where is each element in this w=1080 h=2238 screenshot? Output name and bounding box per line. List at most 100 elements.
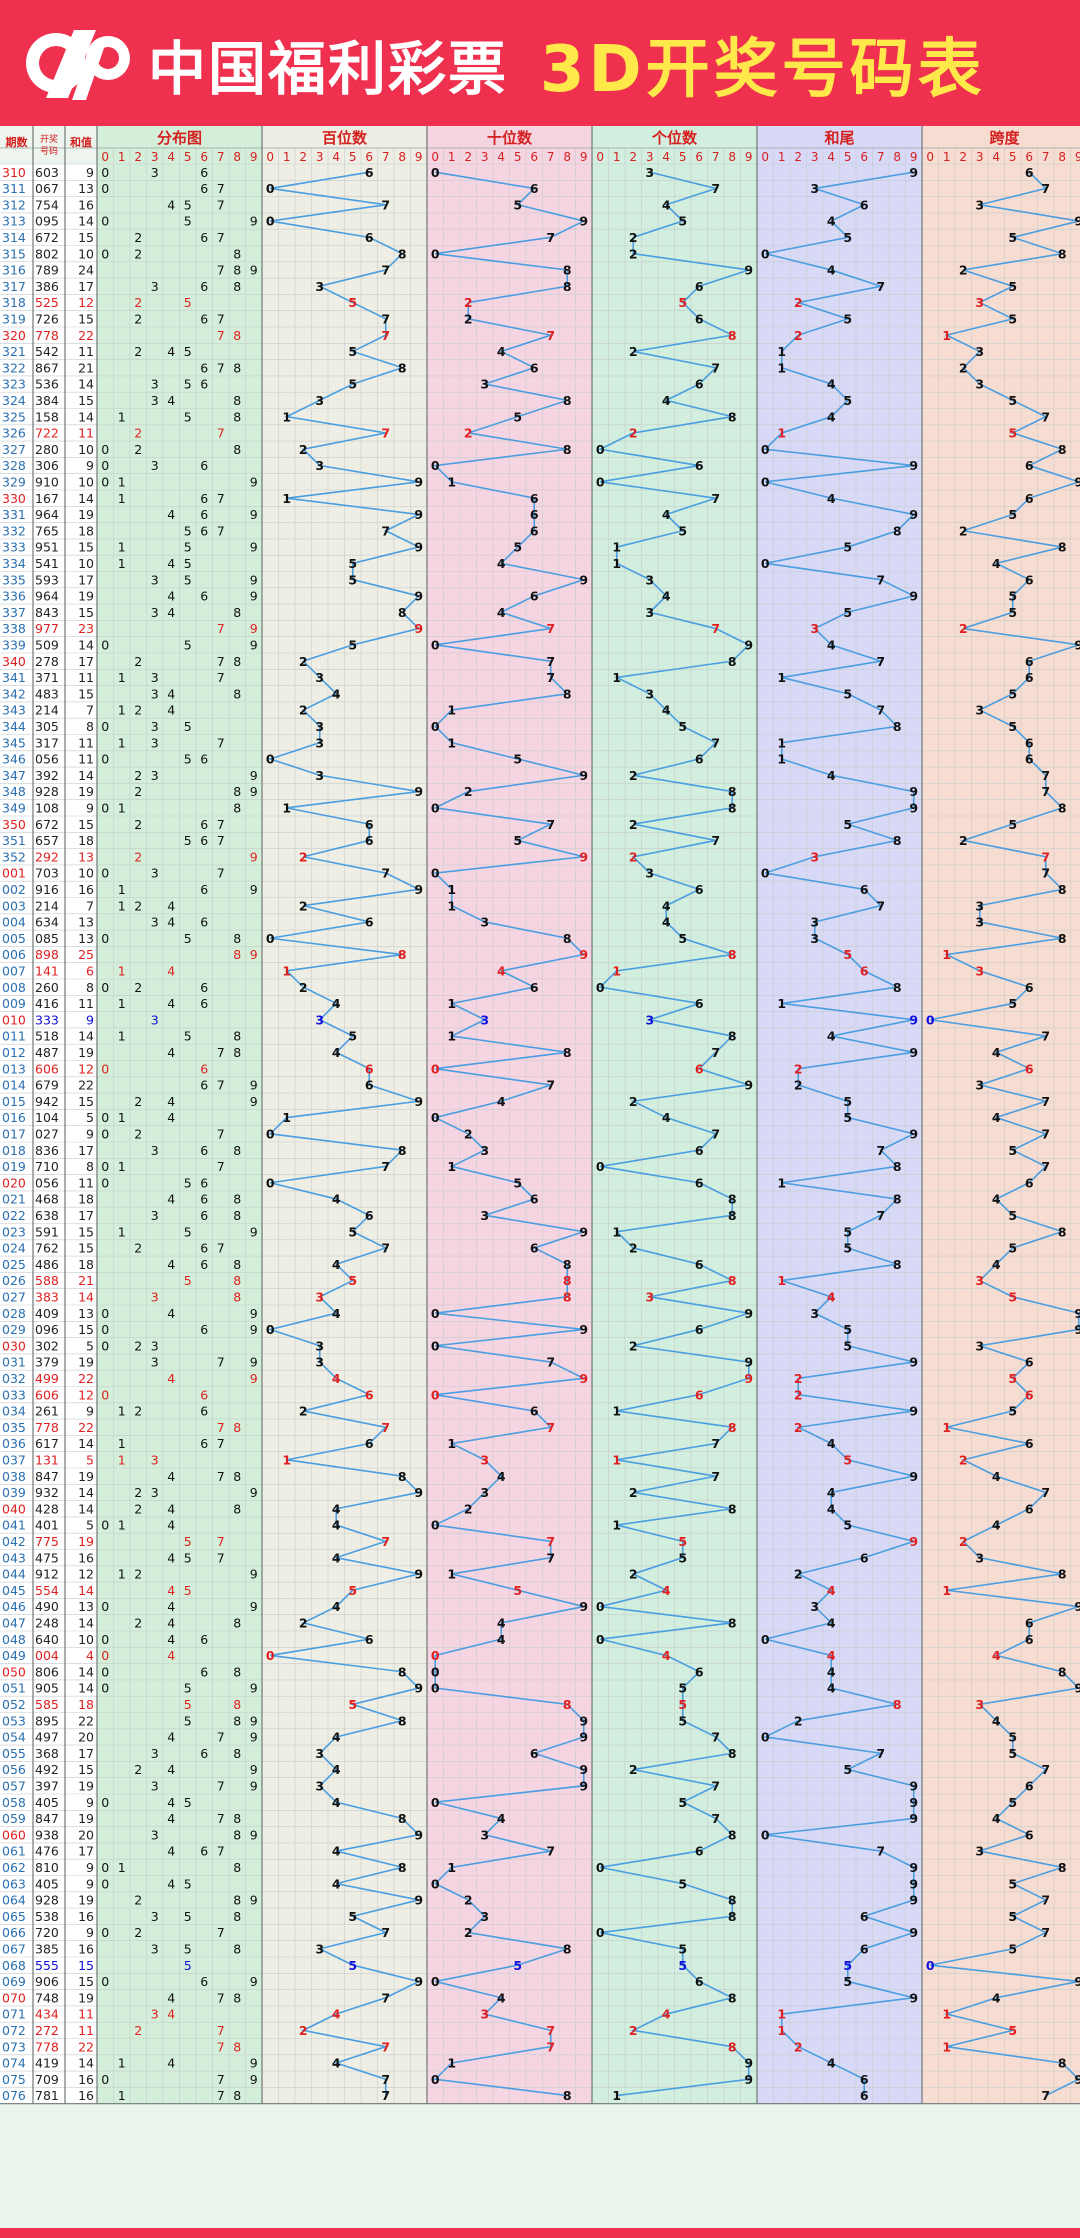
group-2-mark: 4	[497, 1632, 506, 1647]
digit-header: 3	[316, 150, 324, 164]
sum-cell: 15	[78, 1958, 94, 1973]
group-5-mark: 4	[992, 1257, 1001, 1272]
distribution-mark: 3	[151, 1338, 159, 1353]
period-cell: 025	[2, 1257, 26, 1272]
group-3-mark: 6	[695, 458, 704, 473]
sum-cell: 14	[78, 377, 94, 392]
group-1-mark: 3	[315, 1338, 324, 1353]
period-cell: 016	[2, 1110, 26, 1125]
group-5-mark: 2	[959, 360, 968, 375]
digit-header: 5	[1009, 150, 1017, 164]
group-2-mark: 7	[546, 670, 555, 685]
sum-cell: 15	[78, 312, 94, 327]
group-5-mark: 7	[1041, 768, 1050, 783]
group-2-mark: 7	[546, 328, 555, 343]
group-1-mark: 0	[266, 1175, 275, 1190]
sum-cell: 10	[78, 475, 94, 490]
number-cell: 910	[35, 475, 59, 490]
group-5-mark: 5	[1008, 817, 1017, 832]
distribution-mark: 0	[101, 1860, 109, 1875]
group-4-mark: 4	[827, 409, 836, 424]
group-2-mark: 0	[431, 719, 440, 734]
sum-cell: 23	[78, 621, 94, 636]
group-5-mark: 5	[1008, 719, 1017, 734]
distribution-mark: 4	[167, 1811, 175, 1826]
distribution-mark: 2	[134, 344, 142, 359]
distribution-mark: 9	[250, 768, 258, 783]
sum-cell: 9	[86, 1404, 94, 1419]
group-2-mark: 7	[546, 1844, 555, 1859]
period-cell: 040	[2, 1501, 26, 1516]
distribution-mark: 6	[200, 882, 208, 897]
number-cell: 416	[35, 996, 59, 1011]
period-cell: 321	[2, 344, 26, 359]
period-cell: 331	[2, 507, 26, 522]
distribution-mark: 8	[233, 1909, 241, 1924]
distribution-mark: 8	[233, 1420, 241, 1435]
period-cell: 055	[2, 1746, 26, 1761]
group-1-mark: 8	[398, 360, 407, 375]
group-2-mark: 4	[497, 605, 506, 620]
sum-cell: 14	[78, 1501, 94, 1516]
group-3-mark: 6	[695, 1143, 704, 1158]
group-1-mark: 2	[299, 703, 308, 718]
group-3-mark: 2	[629, 817, 638, 832]
number-cell: 710	[35, 1159, 59, 1174]
group-1-mark: 1	[282, 1110, 291, 1125]
group-5-mark: 6	[1025, 491, 1034, 506]
distribution-mark: 7	[217, 328, 225, 343]
period-cell: 072	[2, 2023, 26, 2038]
group-4-mark: 3	[810, 931, 819, 946]
distribution-mark: 4	[167, 2007, 175, 2022]
period-cell: 049	[2, 1648, 26, 1663]
distribution-mark: 4	[167, 605, 175, 620]
digit-header: 0	[266, 150, 274, 164]
distribution-mark: 5	[184, 638, 192, 653]
period-cell: 013	[2, 1061, 26, 1076]
distribution-mark: 6	[200, 1974, 208, 1989]
group-3-mark: 4	[662, 703, 671, 718]
distribution-mark: 5	[184, 719, 192, 734]
group-4-mark: 6	[860, 964, 869, 979]
group-2-mark: 7	[546, 230, 555, 245]
distribution-mark: 1	[118, 409, 126, 424]
period-cell: 069	[2, 1974, 26, 1989]
sum-cell: 17	[78, 279, 94, 294]
group-1-mark: 8	[398, 1713, 407, 1728]
distribution-mark: 5	[184, 540, 192, 555]
number-cell: 483	[35, 686, 59, 701]
number-cell: 775	[35, 1534, 59, 1549]
number-cell: 214	[35, 703, 59, 718]
sum-cell: 14	[78, 2056, 94, 2071]
number-cell: 554	[35, 1583, 59, 1598]
group-3-mark: 3	[645, 1012, 654, 1027]
group-2-mark: 3	[480, 1909, 489, 1924]
distribution-mark: 1	[118, 1518, 126, 1533]
group-2-mark: 3	[480, 1485, 489, 1500]
group-2-mark: 7	[546, 1420, 555, 1435]
group-5-mark: 6	[1025, 1175, 1034, 1190]
group-3-mark: 9	[744, 1355, 753, 1370]
group-1-mark: 9	[414, 475, 423, 490]
group-3-mark: 2	[629, 1241, 638, 1256]
distribution-mark: 3	[151, 1012, 159, 1027]
group-1-mark: 5	[348, 377, 357, 392]
number-cell: 703	[35, 866, 59, 881]
group-4-mark: 7	[876, 572, 885, 587]
sum-cell: 16	[78, 1550, 94, 1565]
distribution-mark: 1	[118, 2056, 126, 2071]
sum-cell: 12	[78, 1387, 94, 1402]
distribution-mark: 8	[233, 246, 241, 261]
group-1-mark: 3	[315, 1355, 324, 1370]
group-5-mark: 3	[975, 898, 984, 913]
period-cell: 003	[2, 898, 26, 913]
group-1-mark: 9	[414, 1681, 423, 1696]
distribution-mark: 8	[233, 654, 241, 669]
number-cell: 056	[35, 752, 59, 767]
number-cell: 490	[35, 1599, 59, 1614]
number-cell: 762	[35, 1241, 59, 1256]
sum-cell: 18	[78, 523, 94, 538]
group-1-mark: 4	[332, 2056, 341, 2071]
sum-cell: 15	[78, 1762, 94, 1777]
distribution-mark: 4	[167, 1762, 175, 1777]
